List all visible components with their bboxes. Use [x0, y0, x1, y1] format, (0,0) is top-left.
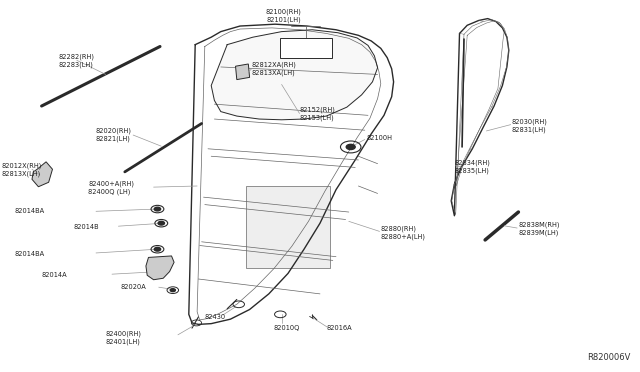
Polygon shape — [32, 162, 52, 187]
Polygon shape — [146, 256, 174, 280]
Polygon shape — [211, 30, 378, 120]
Text: 82016A: 82016A — [326, 326, 352, 331]
Circle shape — [154, 247, 161, 251]
FancyBboxPatch shape — [246, 186, 330, 268]
Text: 82014A: 82014A — [42, 272, 67, 278]
FancyBboxPatch shape — [280, 38, 332, 58]
Text: 82400+A(RH)
82400Q (LH): 82400+A(RH) 82400Q (LH) — [88, 181, 134, 195]
Text: 82834(RH)
82835(LH): 82834(RH) 82835(LH) — [454, 159, 490, 173]
Text: 82014BA: 82014BA — [14, 251, 44, 257]
Text: 82838M(RH)
82839M(LH): 82838M(RH) 82839M(LH) — [518, 222, 560, 236]
Text: 82012X(RH)
82813X(LH): 82012X(RH) 82813X(LH) — [2, 162, 42, 176]
Text: 82152(RH)
82153(LH): 82152(RH) 82153(LH) — [300, 107, 335, 121]
Polygon shape — [236, 64, 250, 80]
Text: 82030(RH)
82831(LH): 82030(RH) 82831(LH) — [512, 118, 548, 132]
Circle shape — [154, 207, 161, 211]
Text: 82014BA: 82014BA — [14, 208, 44, 214]
Text: R820006V: R820006V — [587, 353, 630, 362]
Text: 82100H: 82100H — [366, 135, 392, 141]
Text: 82014B: 82014B — [74, 224, 99, 230]
Text: 82100(RH)
82101(LH): 82100(RH) 82101(LH) — [266, 9, 301, 23]
Text: 82282(RH)
82283(LH): 82282(RH) 82283(LH) — [59, 53, 95, 67]
Text: 82812XA(RH)
82813XA(LH): 82812XA(RH) 82813XA(LH) — [252, 62, 296, 76]
Circle shape — [158, 221, 164, 225]
Text: 82010Q: 82010Q — [273, 326, 300, 331]
Text: 82880(RH)
82880+A(LH): 82880(RH) 82880+A(LH) — [380, 225, 425, 240]
Circle shape — [170, 289, 175, 292]
Text: 82430: 82430 — [205, 314, 226, 320]
Circle shape — [346, 144, 355, 150]
Text: 82400(RH)
82401(LH): 82400(RH) 82401(LH) — [106, 331, 141, 345]
Text: 82020A: 82020A — [120, 284, 146, 290]
Text: 82020(RH)
82821(LH): 82020(RH) 82821(LH) — [96, 128, 132, 142]
